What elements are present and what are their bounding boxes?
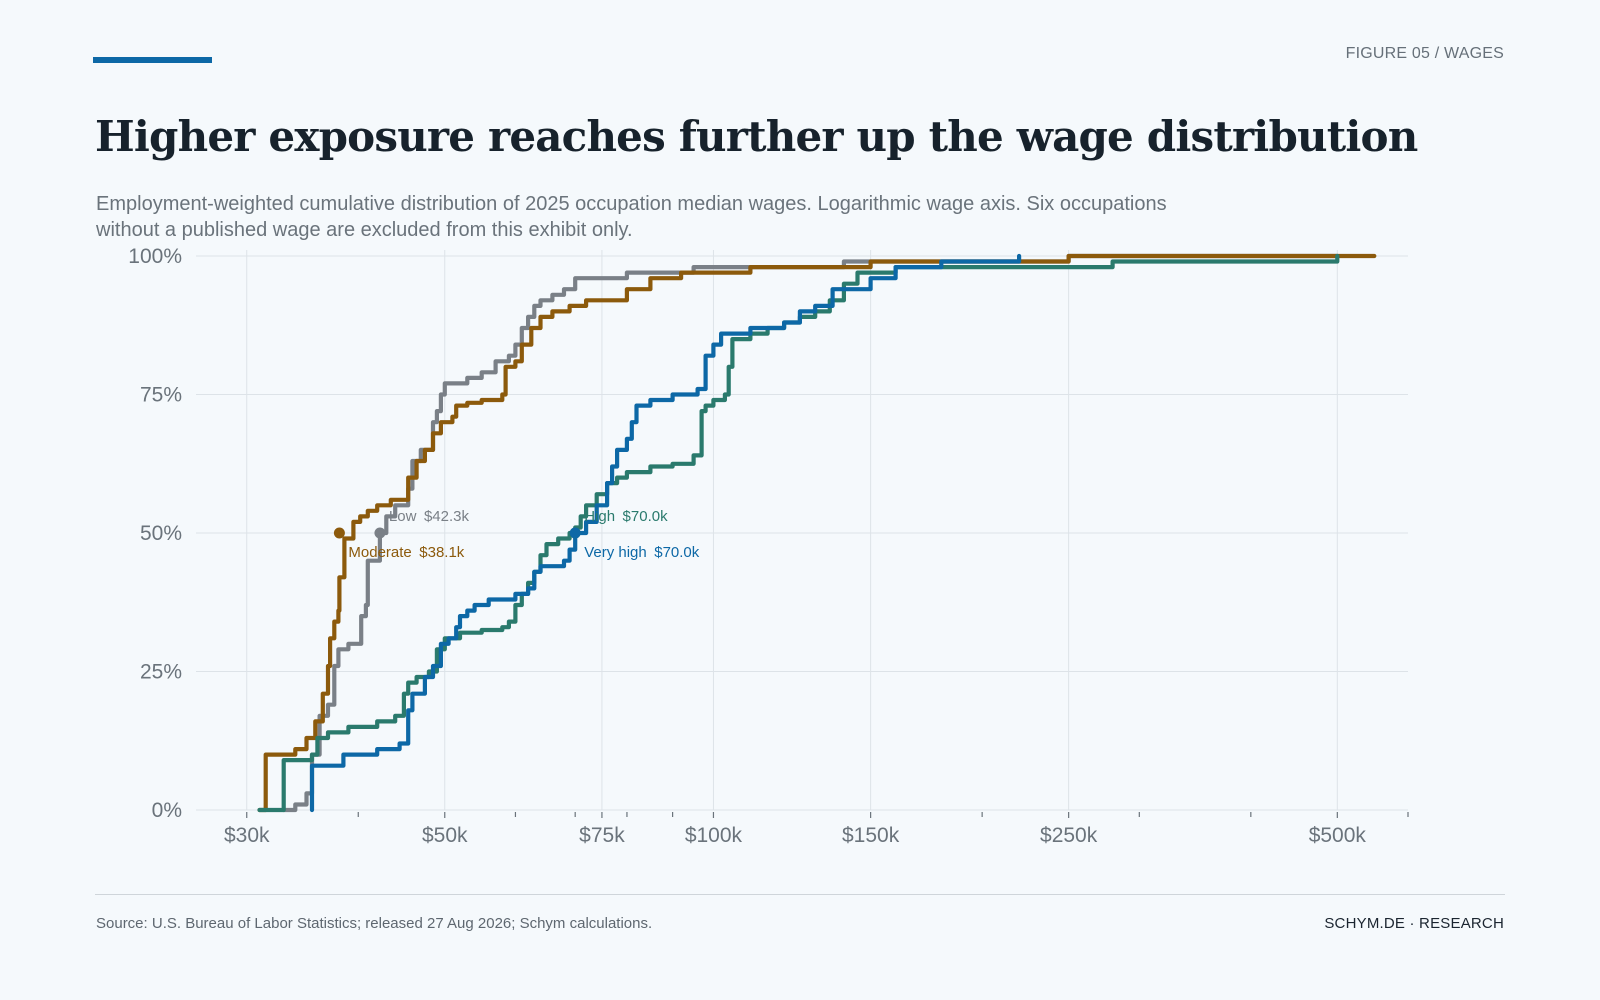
y-tick-label: 50% xyxy=(140,522,182,545)
source-note: Source: U.S. Bureau of Labor Statistics;… xyxy=(96,915,653,932)
y-tick-label: 0% xyxy=(152,799,182,822)
y-tick-label: 100% xyxy=(128,245,182,268)
median-marker-low xyxy=(374,527,386,539)
series-line-low xyxy=(281,253,1340,813)
median-marker-very-high xyxy=(569,527,581,539)
series-lines xyxy=(257,253,1377,813)
x-tick-label: $500k xyxy=(1309,824,1367,847)
median-label-very-high: Very high $70.0k xyxy=(584,544,700,561)
x-tick-label: $250k xyxy=(1040,824,1098,847)
series-line-moderate xyxy=(257,253,1377,813)
x-tick-label: $50k xyxy=(422,824,468,847)
chart-title: Higher exposure reaches further up the w… xyxy=(95,112,1418,161)
median-annotations: Low $42.3k Moderate $38.1k High $70.0k Very… xyxy=(333,508,700,561)
x-tick-label: $100k xyxy=(685,824,743,847)
footer-divider xyxy=(95,894,1505,895)
chart-subtitle: Employment-weighted cumulative distribut… xyxy=(96,193,1167,241)
x-tick-label: $30k xyxy=(224,824,270,847)
axes: 0% 25% 50% 75% 100% $30k $50k $75k $100k $150k $25… xyxy=(128,245,1409,847)
figure-label: FIGURE 05 / WAGES xyxy=(1345,45,1504,62)
median-label-low: Low $42.3k xyxy=(389,508,470,525)
median-marker-moderate xyxy=(333,527,345,539)
x-tick-label: $150k xyxy=(842,824,900,847)
median-label-moderate: Moderate $38.1k xyxy=(348,544,464,561)
accent-bar xyxy=(93,57,212,63)
median-label-high: High $70.0k xyxy=(584,508,668,525)
series-line-very-high xyxy=(309,253,1022,813)
y-tick-label: 75% xyxy=(140,384,182,407)
y-tick-label: 25% xyxy=(140,661,182,684)
x-tick-label: $75k xyxy=(579,824,625,847)
brand-label: SCHYM.DE · RESEARCH xyxy=(1324,915,1504,932)
